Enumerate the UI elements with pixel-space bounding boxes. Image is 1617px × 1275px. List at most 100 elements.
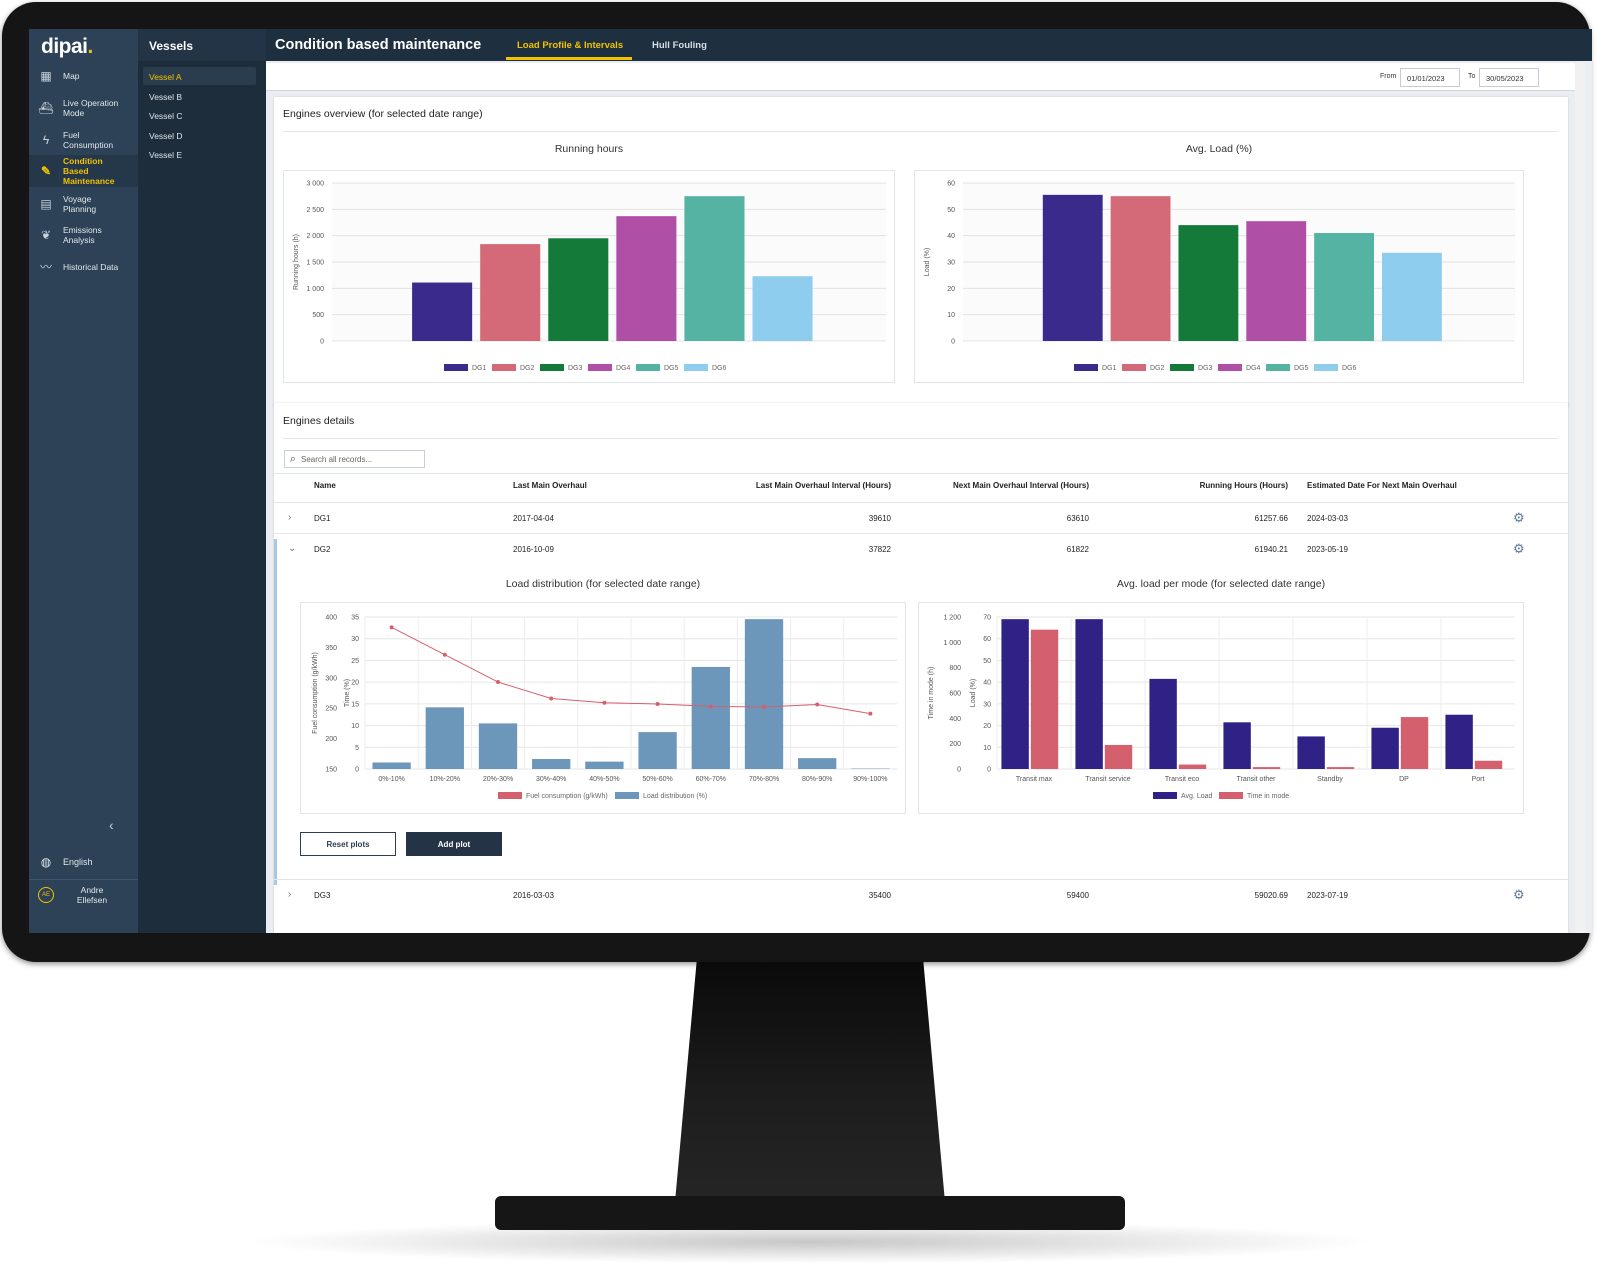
col-header-last-interval[interactable]: Last Main Overhaul Interval (Hours)	[755, 481, 891, 490]
bar-dg3	[548, 238, 609, 341]
collapse-sidebar-icon[interactable]: ‹	[109, 817, 114, 833]
sidebar-item-voyage-planning[interactable]: ▤ Voyage Planning	[29, 192, 138, 216]
x-tick-label: Transit other	[1236, 776, 1276, 783]
map-icon: ▦	[40, 69, 52, 83]
legend-swatch	[1153, 792, 1177, 799]
sidebar-item-condition-based-maintenance[interactable]: ✎ Condition Based Maintenance	[29, 155, 138, 187]
table-row[interactable]: › DG3 2016-03-03 35400 59400 59020.69 20…	[274, 879, 1568, 910]
sidebar-item-label: Historical Data	[63, 262, 119, 272]
reset-plots-button[interactable]: Reset plots	[300, 832, 396, 856]
active-tab-indicator	[506, 57, 632, 60]
y-tick-label: 0	[951, 339, 955, 346]
gear-icon[interactable]: ⚙	[1513, 510, 1525, 525]
language-selector[interactable]: ◍ English	[29, 851, 138, 873]
legend-label: Avg. Load	[1181, 793, 1213, 800]
overview-title: Engines overview (for selected date rang…	[283, 108, 483, 120]
load-bar	[425, 707, 464, 769]
trend-icon: 〰	[39, 260, 52, 274]
sidebar-item-emissions-analysis[interactable]: ❦ Emissions Analysis	[29, 223, 138, 247]
table-row[interactable]: › DG1 2017-04-04 39610 63610 61257.66 20…	[274, 502, 1568, 533]
cell-running-hours: 61257.66	[1254, 514, 1288, 523]
fuel-point	[868, 711, 873, 716]
gear-icon[interactable]: ⚙	[1513, 887, 1525, 902]
y-right-tick-label: 10	[351, 723, 359, 730]
add-plot-button[interactable]: Add plot	[406, 832, 502, 856]
from-label: From	[1380, 73, 1397, 80]
legend-swatch	[492, 364, 516, 371]
sidebar-item-live-operation-mode[interactable]: ⛴ Live Operation Mode	[29, 93, 138, 123]
monitor-stand	[675, 962, 945, 1202]
vessel-item[interactable]: Vessel A	[143, 67, 256, 85]
legend-swatch	[588, 364, 612, 371]
x-tick-label: 90%-100%	[853, 776, 887, 783]
to-date-input[interactable]: 30/05/2023	[1479, 68, 1539, 87]
y-right-axis-label: Load (%)	[970, 679, 977, 707]
load-bar	[372, 762, 411, 769]
legend-swatch	[684, 364, 708, 371]
fuel-consumption-line	[391, 626, 871, 715]
dipai-logo[interactable]: dipai.	[41, 35, 93, 58]
fuel-point	[442, 652, 447, 657]
bar-dg6	[1381, 252, 1442, 341]
y-tick-label: 0	[320, 339, 324, 346]
x-tick-label: 50%-60%	[642, 776, 672, 783]
y-left-tick-label: 200	[325, 736, 337, 743]
y-left-tick-label: 150	[325, 767, 337, 774]
table-row[interactable]: ⌄ DG2 2016-10-09 37822 61822 61940.21 20…	[274, 533, 1568, 564]
vessel-item[interactable]: Vessel D	[149, 131, 183, 141]
load-bar	[691, 666, 730, 769]
y-left-tick-label: 0	[957, 767, 961, 774]
bar-dg6	[752, 276, 813, 341]
user-menu[interactable]: AE Andre Ellefsen	[29, 879, 138, 909]
main-sidebar: dipai. ▦ Map ⛴ Live Operation Mode ϟ Fue…	[29, 29, 138, 933]
sidebar-item-map[interactable]: ▦ Map	[29, 67, 138, 85]
engines-overview-card: Engines overview (for selected date rang…	[274, 97, 1568, 407]
header-bar: Condition based maintenance Load Profile…	[266, 29, 1592, 61]
load-bar	[585, 761, 624, 769]
sidebar-item-fuel-consumption[interactable]: ϟ Fuel Consumption	[29, 128, 138, 152]
y-left-tick-label: 1 200	[943, 615, 961, 622]
from-date-input[interactable]: 01/01/2023	[1400, 68, 1460, 87]
sidebar-item-historical-data[interactable]: 〰 Historical Data	[29, 255, 138, 279]
time-in-mode-bar	[1104, 744, 1133, 769]
y-right-tick-label: 70	[983, 615, 991, 622]
y-right-tick-label: 0	[355, 767, 359, 774]
bar-dg2	[480, 244, 541, 341]
col-header-next-interval[interactable]: Next Main Overhaul Interval (Hours)	[952, 481, 1089, 490]
y-right-tick-label: 25	[351, 658, 359, 665]
legend-swatch	[540, 364, 564, 371]
x-tick-label: Port	[1472, 776, 1485, 783]
y-tick-label: 40	[947, 233, 955, 240]
time-in-mode-bar	[1474, 760, 1503, 769]
col-header-running-hours[interactable]: Running Hours (Hours)	[1199, 481, 1288, 490]
vessel-item[interactable]: Vessel E	[149, 150, 183, 160]
col-header-est-date[interactable]: Estimated Date For Next Main Overhaul	[1307, 481, 1457, 490]
fuel-point	[602, 700, 607, 705]
vessel-item[interactable]: Vessel C	[149, 111, 183, 121]
leaf-icon: ❦	[40, 228, 52, 242]
legend-label: DG1	[1102, 365, 1117, 372]
chevron-right-icon[interactable]: ›	[288, 512, 292, 523]
col-header-last-overhaul[interactable]: Last Main Overhaul	[513, 481, 587, 490]
gear-icon[interactable]: ⚙	[1513, 541, 1525, 556]
time-in-mode-bar	[1400, 717, 1429, 769]
chevron-down-icon[interactable]: ⌄	[288, 543, 297, 554]
divider	[283, 438, 1558, 439]
vessel-item[interactable]: Vessel B	[149, 92, 183, 102]
search-input[interactable]: ⌕ Search all records...	[284, 450, 425, 468]
scrollbar[interactable]	[1575, 63, 1585, 933]
cell-last-interval: 35400	[868, 891, 891, 900]
avg-load-bar	[1075, 619, 1103, 769]
legend-label: DG5	[664, 365, 679, 372]
y-tick-label: 1 000	[306, 286, 324, 293]
cell-last-overhaul: 2016-10-09	[513, 545, 554, 554]
tab-load-profile[interactable]: Load Profile & Intervals	[517, 40, 624, 51]
wrench-icon: ✎	[40, 164, 52, 178]
avg-load-bar	[1371, 727, 1399, 769]
legend-label: DG3	[568, 365, 583, 372]
chevron-right-icon[interactable]: ›	[288, 889, 292, 900]
y-left-tick-label: 400	[325, 615, 337, 622]
tab-hull-fouling[interactable]: Hull Fouling	[652, 40, 707, 51]
col-header-name[interactable]: Name	[314, 481, 336, 490]
bar-dg5	[1314, 233, 1375, 341]
